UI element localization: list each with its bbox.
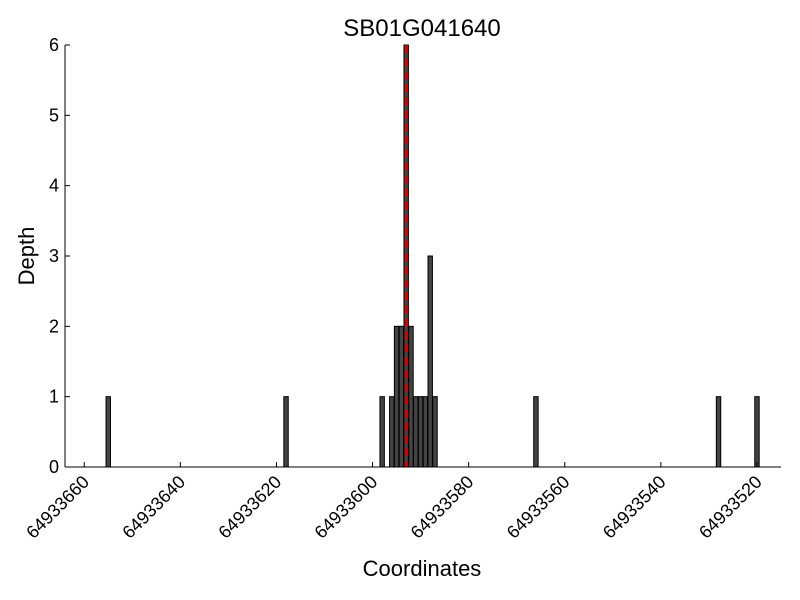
bar [398, 325, 405, 468]
bar [417, 396, 424, 468]
y-tick-label: 4 [49, 176, 59, 196]
y-tick-label: 2 [49, 316, 59, 336]
bar [715, 396, 722, 468]
x-tick-label: 64933560 [503, 472, 574, 543]
bar [408, 325, 414, 468]
bar [422, 396, 429, 468]
x-axis-label: Coordinates [363, 556, 482, 581]
bar [389, 396, 395, 468]
y-axis-label: Depth [14, 227, 39, 286]
y-tick-label: 6 [49, 35, 59, 55]
y-tick-label: 3 [49, 246, 59, 266]
bar [754, 396, 760, 468]
chart-title: SB01G041640 [343, 15, 500, 42]
x-tick-label: 64933580 [407, 472, 478, 543]
bar [427, 255, 433, 468]
x-tick-label: 64933600 [311, 472, 382, 543]
bar [393, 325, 400, 468]
bar [105, 396, 111, 468]
y-tick-label: 5 [49, 105, 59, 125]
x-tick-label: 64933660 [22, 472, 93, 543]
x-tick-label: 64933620 [214, 472, 285, 543]
y-tick-label: 0 [49, 457, 59, 477]
bar [379, 396, 385, 468]
bar [533, 396, 539, 468]
bar [283, 396, 289, 468]
x-tick-label: 64933640 [118, 472, 189, 543]
x-tick-label: 64933540 [599, 472, 670, 543]
x-tick-label: 64933520 [695, 472, 766, 543]
bar [432, 396, 438, 468]
bar [413, 396, 419, 468]
y-tick-label: 1 [49, 387, 59, 407]
bars-group [105, 44, 760, 468]
